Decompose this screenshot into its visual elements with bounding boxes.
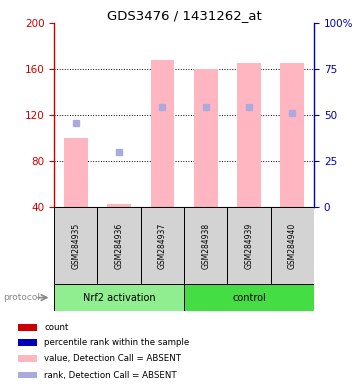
Bar bbox=[97, 207, 141, 284]
Bar bbox=[151, 60, 174, 207]
Text: GSM284938: GSM284938 bbox=[201, 223, 210, 269]
Bar bbox=[64, 138, 88, 207]
Text: GSM284939: GSM284939 bbox=[245, 223, 253, 269]
Text: GSM284935: GSM284935 bbox=[71, 223, 80, 269]
Bar bbox=[237, 63, 261, 207]
Bar bbox=[18, 339, 37, 346]
Text: control: control bbox=[232, 293, 266, 303]
Text: protocol: protocol bbox=[4, 293, 40, 302]
Text: GSM284937: GSM284937 bbox=[158, 223, 167, 269]
Bar bbox=[107, 204, 131, 207]
Bar bbox=[18, 355, 37, 362]
Title: GDS3476 / 1431262_at: GDS3476 / 1431262_at bbox=[107, 9, 261, 22]
Text: rank, Detection Call = ABSENT: rank, Detection Call = ABSENT bbox=[44, 371, 177, 379]
Bar bbox=[271, 207, 314, 284]
Text: GSM284940: GSM284940 bbox=[288, 223, 297, 269]
Bar bbox=[184, 207, 227, 284]
Bar bbox=[54, 284, 184, 311]
Text: GSM284936: GSM284936 bbox=[115, 223, 123, 269]
Text: Nrf2 activation: Nrf2 activation bbox=[83, 293, 156, 303]
Bar bbox=[280, 63, 304, 207]
Text: count: count bbox=[44, 323, 69, 332]
Bar bbox=[54, 207, 97, 284]
Text: percentile rank within the sample: percentile rank within the sample bbox=[44, 338, 190, 347]
Bar bbox=[194, 69, 218, 207]
Bar bbox=[18, 324, 37, 331]
Bar bbox=[227, 207, 271, 284]
Bar bbox=[141, 207, 184, 284]
Bar bbox=[184, 284, 314, 311]
Bar bbox=[18, 372, 37, 379]
Text: value, Detection Call = ABSENT: value, Detection Call = ABSENT bbox=[44, 354, 181, 363]
